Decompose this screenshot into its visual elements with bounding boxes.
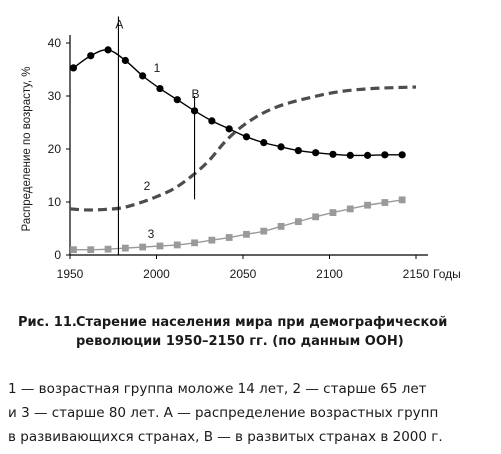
data-point bbox=[156, 242, 164, 250]
series-label: 1 bbox=[154, 61, 161, 75]
chart-series: 1 2 3 bbox=[69, 46, 417, 254]
data-point bbox=[381, 199, 389, 206]
y-tick-label: 10 bbox=[48, 195, 62, 209]
figure-title: Старение населения мира при демографичес… bbox=[76, 315, 448, 349]
data-point bbox=[208, 236, 216, 244]
data-point bbox=[294, 146, 302, 155]
data-point bbox=[294, 218, 302, 226]
data-point bbox=[398, 151, 406, 159]
series-3: 3 bbox=[70, 196, 406, 254]
data-point bbox=[69, 64, 78, 72]
data-point bbox=[121, 56, 129, 65]
y-axis-label: Распределение по возрасту, % bbox=[21, 67, 33, 232]
data-point bbox=[277, 143, 285, 151]
data-point bbox=[87, 246, 95, 254]
data-point bbox=[346, 151, 354, 159]
data-point bbox=[139, 243, 147, 251]
legend-line-2: и 3 — старше 80 лет. А — распределение в… bbox=[8, 405, 439, 421]
x-tick-label: 2150 bbox=[403, 267, 430, 281]
x-tick-label: 1950 bbox=[57, 267, 84, 281]
data-point bbox=[104, 46, 112, 54]
y-tick-label: 0 bbox=[54, 248, 61, 262]
figure-number: Рис. 11. bbox=[18, 315, 77, 330]
marker-label-B: B bbox=[192, 87, 200, 101]
data-point bbox=[242, 133, 251, 141]
series-2: 2 bbox=[69, 85, 417, 212]
figure-legend: 1 — возрастная группа моложе 14 лет, 2 —… bbox=[8, 377, 496, 449]
y-tick-label: 20 bbox=[48, 142, 62, 156]
data-point bbox=[381, 151, 389, 159]
data-point bbox=[329, 150, 337, 158]
data-point bbox=[398, 196, 406, 204]
series-label: 3 bbox=[148, 227, 155, 241]
x-axis-label: Годы bbox=[433, 267, 461, 281]
data-point bbox=[225, 234, 233, 241]
data-point bbox=[363, 151, 372, 159]
data-point bbox=[312, 149, 320, 157]
x-tick-label: 2000 bbox=[143, 267, 170, 281]
y-tick-label: 40 bbox=[48, 36, 62, 50]
data-point bbox=[191, 239, 198, 247]
data-point bbox=[87, 52, 95, 60]
data-point bbox=[329, 209, 337, 216]
data-point bbox=[225, 125, 233, 133]
legend-line-3: в развивающихся странах, В — в развитых … bbox=[8, 429, 443, 445]
chart-markers: AB bbox=[115, 16, 200, 255]
chart-axes: 1950 2000 2050 2100 2150 Годы 0 10 20 30 40 Распред… bbox=[21, 35, 461, 281]
series-label: 2 bbox=[144, 179, 151, 193]
data-point bbox=[346, 205, 354, 213]
data-point bbox=[260, 139, 268, 147]
data-point bbox=[364, 201, 371, 209]
data-point bbox=[173, 241, 181, 249]
series-1: 1 bbox=[69, 46, 406, 159]
legend-line-1: 1 — возрастная группа моложе 14 лет, 2 —… bbox=[8, 381, 427, 397]
data-point bbox=[139, 72, 147, 80]
data-point bbox=[121, 244, 129, 252]
data-point bbox=[260, 227, 268, 235]
chart-svg: 1950 2000 2050 2100 2150 Годы 0 10 20 30 40 Распред… bbox=[21, 16, 461, 281]
data-point bbox=[243, 230, 250, 238]
marker-label-A: A bbox=[115, 18, 123, 32]
series-line bbox=[73, 49, 403, 157]
y-tick-label: 30 bbox=[48, 89, 62, 103]
data-point bbox=[104, 245, 112, 253]
series-line bbox=[69, 85, 417, 212]
data-point bbox=[70, 246, 77, 254]
data-point bbox=[312, 213, 320, 221]
data-point bbox=[173, 96, 181, 104]
data-point bbox=[208, 117, 216, 125]
data-point bbox=[277, 222, 285, 230]
data-point bbox=[156, 84, 164, 93]
x-tick-label: 2100 bbox=[316, 267, 343, 281]
x-tick-label: 2050 bbox=[230, 267, 257, 281]
